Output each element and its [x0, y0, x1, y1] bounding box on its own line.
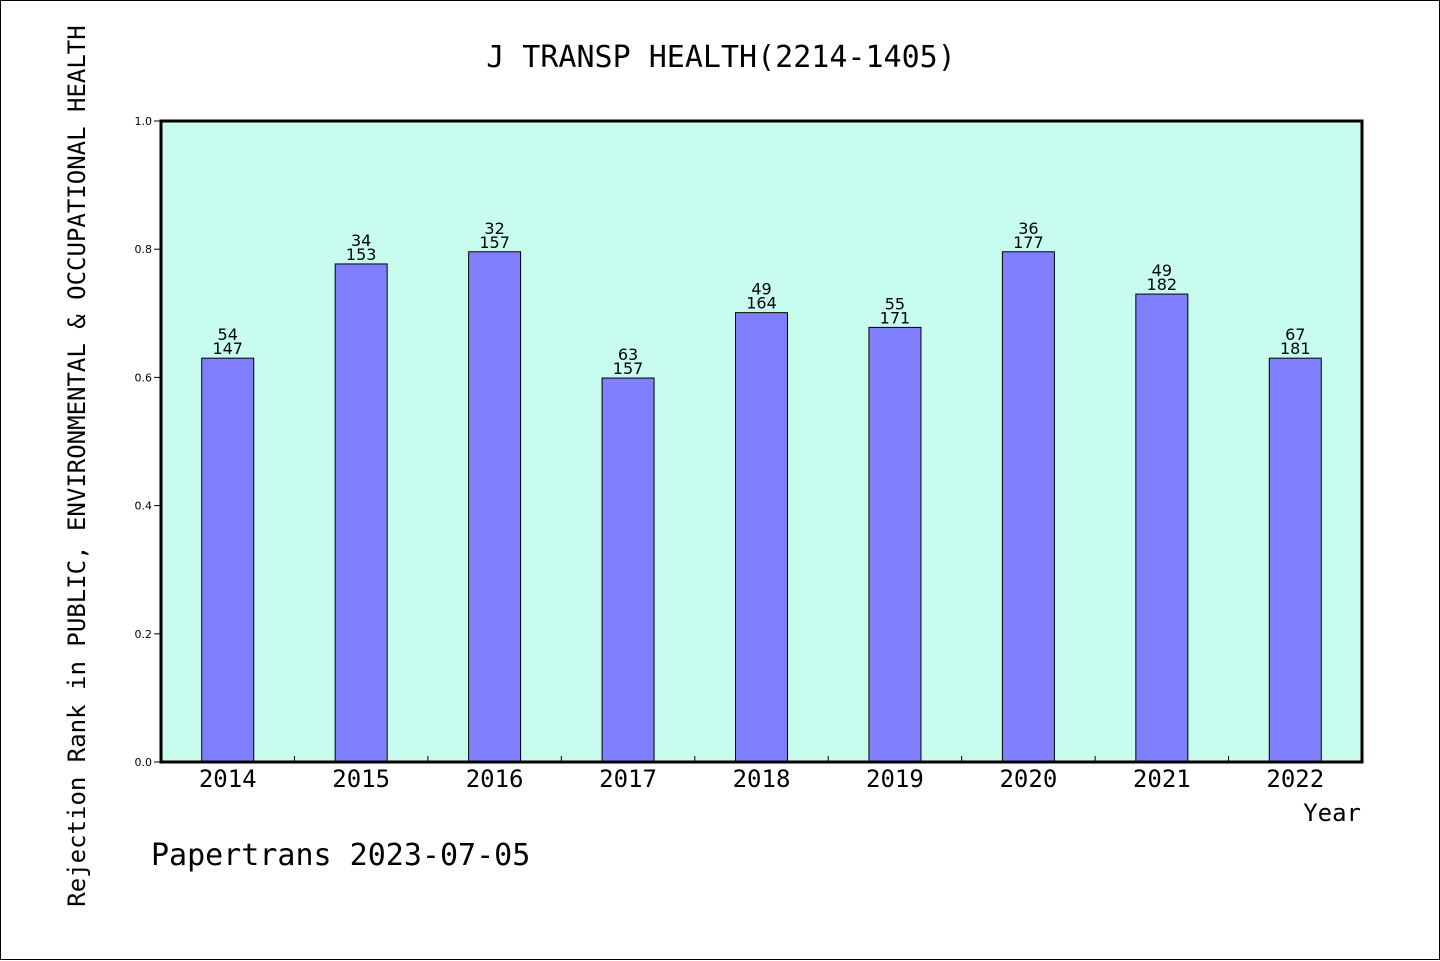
bar-2016	[468, 251, 522, 763]
y-tick-label: 0.2	[135, 628, 153, 641]
bar-2022	[1268, 357, 1322, 763]
total-label: 157	[613, 359, 644, 378]
bar-2019	[868, 326, 922, 763]
x-axis-label: Year	[1303, 799, 1361, 827]
x-tick-label: 2015	[332, 765, 390, 793]
x-tick-label: 2019	[866, 765, 924, 793]
total-label: 147	[212, 339, 243, 358]
total-label: 182	[1147, 275, 1178, 294]
total-label: 171	[880, 308, 911, 327]
rank-label: 34	[351, 231, 371, 250]
plot-border	[159, 119, 1364, 764]
rank-label: 67	[1285, 325, 1305, 344]
total-label: 153	[346, 245, 377, 264]
x-tick-label: 2016	[466, 765, 524, 793]
bar-2021	[1135, 293, 1189, 763]
y-tick-label: 0.0	[135, 756, 153, 769]
bar-2018	[735, 312, 788, 763]
x-tick-label: 2020	[999, 765, 1057, 793]
rank-label: 32	[484, 219, 504, 238]
total-label: 164	[746, 294, 777, 313]
total-label: 181	[1280, 339, 1311, 358]
rank-label: 63	[618, 345, 638, 364]
x-tick-label: 2017	[599, 765, 657, 793]
rank-label: 36	[1018, 219, 1038, 238]
y-axis-label: Rejection Rank in PUBLIC, ENVIRONMENTAL …	[63, 25, 91, 906]
x-tick-label: 2018	[733, 765, 791, 793]
rank-label: 49	[751, 280, 771, 299]
bar-2015	[334, 263, 388, 763]
bar-2017	[601, 377, 655, 763]
bar-2014	[201, 357, 255, 763]
x-tick-label: 2022	[1266, 765, 1324, 793]
y-tick-label: 0.4	[135, 500, 153, 513]
bar-2020	[1001, 251, 1055, 763]
chart-title: J TRANSP HEALTH(2214-1405)	[486, 40, 956, 75]
rank-label: 55	[885, 294, 905, 313]
plot-area: 0.00.20.40.60.81.05414720143415320153215…	[135, 115, 1364, 793]
rank-label: 49	[1152, 261, 1172, 280]
x-tick-label: 2021	[1133, 765, 1191, 793]
x-tick-label: 2014	[199, 765, 257, 793]
y-tick-label: 0.8	[135, 243, 153, 256]
total-label: 157	[479, 233, 510, 252]
footer-text: Papertrans 2023-07-05	[151, 838, 530, 873]
y-tick-label: 0.6	[135, 371, 153, 384]
y-tick-label: 1.0	[135, 115, 153, 128]
total-label: 177	[1013, 233, 1044, 252]
rank-label: 54	[218, 325, 238, 344]
